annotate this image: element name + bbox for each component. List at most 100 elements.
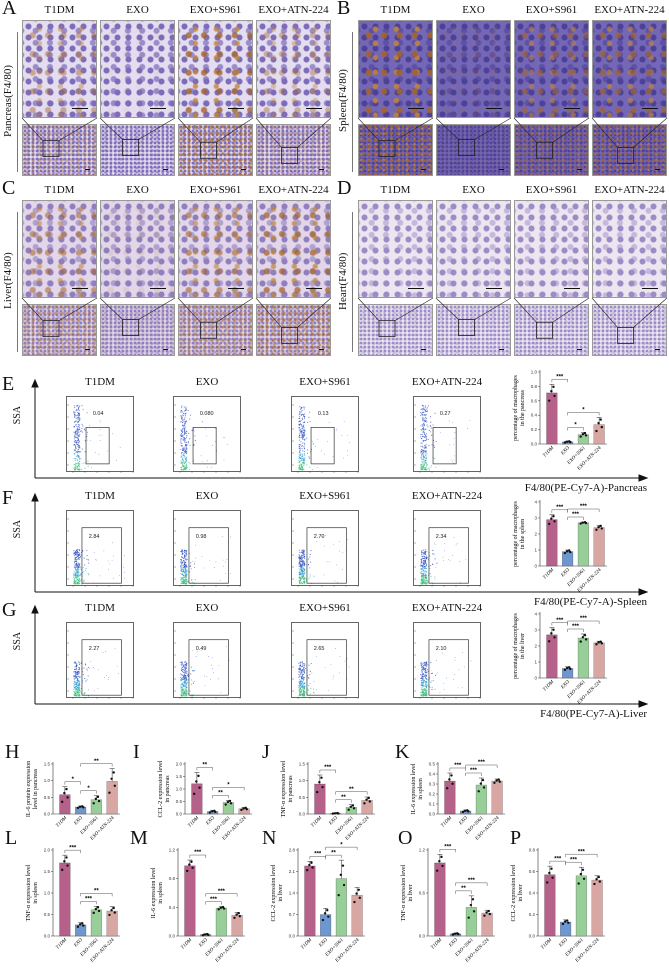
data-point bbox=[185, 869, 189, 873]
scale-bar bbox=[642, 287, 658, 289]
data-point bbox=[219, 906, 223, 909]
data-point bbox=[599, 418, 602, 421]
data-point bbox=[245, 807, 249, 811]
column-header: T1DM bbox=[380, 4, 411, 16]
scatter-dots bbox=[292, 404, 359, 473]
data-point bbox=[598, 880, 602, 883]
y-tick-label: 1.2 bbox=[419, 848, 426, 853]
gate-percentage: 2.34 bbox=[435, 533, 447, 540]
x-tick-label: T1DM bbox=[311, 815, 324, 828]
data-point bbox=[321, 918, 325, 922]
scale-bar bbox=[228, 287, 244, 289]
significance-bracket bbox=[64, 781, 81, 785]
scatter-dots bbox=[67, 518, 134, 587]
scale-bar bbox=[577, 348, 582, 350]
x-axis-label: F4/80(PE-Cy7-A)-Pancreas bbox=[524, 482, 647, 494]
bar-chart-g: percentage of macrophages in the liver 0 1 2… bbox=[510, 602, 610, 713]
data-point bbox=[566, 919, 569, 922]
significance-label: *** bbox=[556, 374, 564, 380]
histology-panel-a: A Pancreas(F4/80) T1DM EXO EXO+S961 EXO+ATN-2… bbox=[0, 0, 334, 178]
y-tick-label: 1.0 bbox=[531, 370, 538, 375]
y-axis-label: IL-6 expression level bbox=[411, 763, 417, 814]
data-point bbox=[453, 932, 457, 935]
data-point bbox=[367, 796, 370, 800]
significance-bracket bbox=[567, 508, 600, 512]
x-tick-label: T1DM bbox=[543, 445, 556, 458]
significance-bracket bbox=[212, 787, 245, 791]
data-point bbox=[581, 521, 585, 524]
significance-bracket bbox=[567, 412, 600, 416]
y-axis-label: in spleen bbox=[418, 778, 424, 800]
panel-letter: D bbox=[337, 177, 352, 199]
scale-bar bbox=[499, 168, 504, 170]
y-axis-label: percentage of macrophages bbox=[512, 375, 519, 441]
bar bbox=[304, 865, 316, 937]
data-point bbox=[581, 636, 585, 639]
data-point bbox=[242, 807, 245, 810]
gate-percentage: 2.27 bbox=[88, 645, 100, 652]
scatter-dots bbox=[292, 630, 359, 699]
data-point bbox=[190, 860, 193, 863]
data-point bbox=[448, 778, 451, 781]
data-point bbox=[237, 912, 240, 915]
data-point bbox=[92, 911, 95, 915]
y-axis-label: IL-6 protein expression bbox=[26, 761, 32, 817]
micrograph-magnified bbox=[100, 200, 175, 298]
scatter-dots bbox=[67, 404, 134, 473]
y-tick-label: 0.4 bbox=[429, 772, 436, 777]
tissue-label: Spleen(F4/80) bbox=[337, 69, 349, 133]
data-point bbox=[441, 864, 444, 868]
bar bbox=[361, 800, 373, 815]
column-header: EXO+S961 bbox=[299, 376, 351, 388]
data-point bbox=[76, 925, 80, 928]
data-point bbox=[63, 791, 66, 795]
column-header: T1DM bbox=[85, 490, 115, 502]
y-axis-label: CCL-2 expression level bbox=[511, 864, 517, 921]
scale-bar bbox=[408, 287, 424, 289]
y-tick-label: 1.0 bbox=[299, 778, 306, 783]
flow-cytometry-plot: 0.04 bbox=[66, 396, 134, 473]
data-point bbox=[595, 643, 598, 646]
data-point bbox=[327, 915, 330, 918]
column-header: EXO bbox=[195, 602, 219, 614]
data-point bbox=[228, 799, 232, 803]
data-point bbox=[584, 638, 588, 641]
y-axis-label: in pancreas bbox=[288, 775, 294, 803]
data-point bbox=[342, 883, 346, 887]
panel-letter: K bbox=[395, 741, 410, 763]
x-tick-label: T1DM bbox=[543, 679, 556, 692]
x-tick-label: T1DM bbox=[543, 567, 556, 580]
data-point bbox=[581, 433, 585, 436]
flow-cytometry-plot: 0.27 bbox=[413, 396, 481, 473]
flow-cytometry-plot: 2.27 bbox=[66, 622, 134, 699]
data-point bbox=[188, 863, 191, 866]
scale-bar bbox=[319, 348, 324, 350]
data-point bbox=[583, 431, 587, 435]
data-point bbox=[355, 892, 358, 895]
data-point bbox=[553, 520, 556, 523]
bar-chart-i: CCL-2 expression level in pancreas 0.0 0.5 1… bbox=[155, 752, 255, 849]
x-axis-arrow bbox=[35, 588, 649, 596]
y-tick-label: 0.4 bbox=[531, 413, 538, 418]
significance-bracket bbox=[80, 763, 113, 767]
histology-panel-d: D Heart(F4/80) T1DM EXO EXO+S961 EXO+ATN-224 bbox=[335, 177, 669, 358]
data-point bbox=[597, 525, 600, 529]
x-tick-label: EXO bbox=[205, 816, 216, 827]
panel-letter: A bbox=[2, 0, 17, 19]
scale-bar bbox=[486, 107, 502, 109]
significance-bracket bbox=[567, 620, 600, 624]
x-tick-label: EXO bbox=[73, 938, 84, 949]
gate-rectangle bbox=[192, 427, 217, 465]
bar-chart-f: percentage of macrophages in the spleen 0 1… bbox=[510, 490, 610, 601]
micrograph-magnified bbox=[358, 200, 433, 298]
bar bbox=[544, 874, 556, 937]
micrograph-magnified bbox=[436, 200, 511, 298]
significance-label: *** bbox=[324, 765, 332, 771]
significance-label: *** bbox=[454, 763, 462, 769]
scale-bar bbox=[72, 287, 88, 289]
x-tick-label: T1DM bbox=[431, 937, 444, 950]
significance-label: ** bbox=[218, 790, 223, 796]
data-point bbox=[210, 810, 214, 813]
significance-bracket bbox=[319, 769, 336, 773]
